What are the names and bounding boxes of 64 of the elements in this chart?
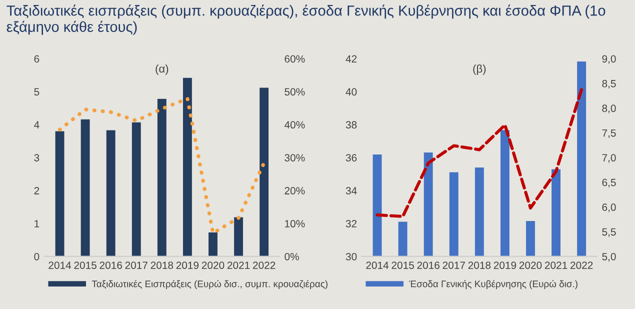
bar bbox=[208, 232, 218, 256]
chart-subtitle: (β) bbox=[473, 64, 486, 75]
chart-subtitle: (α) bbox=[156, 64, 168, 75]
x-tick-label: 2015 bbox=[74, 262, 96, 269]
y2-tick-label: 50% bbox=[284, 88, 305, 96]
x-tick-label: 2019 bbox=[494, 262, 516, 269]
y2-tick-label: 40% bbox=[284, 121, 305, 129]
line-series bbox=[376, 88, 584, 218]
line-series bbox=[58, 96, 266, 235]
x-tick-label: 2018 bbox=[150, 262, 174, 269]
x-tick-label: 2016 bbox=[417, 262, 440, 269]
x-tick-label: 2021 bbox=[227, 262, 250, 269]
y2-tick-label: 6,0 bbox=[602, 204, 616, 212]
x-tick-label: 2015 bbox=[392, 262, 414, 269]
y-tick-label: 32 bbox=[346, 220, 357, 228]
y-tick-label: 6 bbox=[34, 55, 40, 63]
y2-tick-label: 7,0 bbox=[602, 154, 616, 163]
legend-label: Ταξιδιωτικές Εισπράξεις (Ευρώ δισ., συμπ. κρουαζιέρας) bbox=[92, 280, 328, 290]
y2-tick-label: 8,0 bbox=[602, 104, 616, 114]
x-tick-label: 2016 bbox=[100, 262, 122, 269]
y-tick-label: 4 bbox=[34, 121, 40, 128]
y2-tick-label: 0% bbox=[284, 252, 299, 260]
y2-tick-label: 5,0 bbox=[602, 252, 616, 262]
bar bbox=[106, 130, 116, 256]
x-tick-label: 2022 bbox=[570, 262, 593, 269]
y-tick-label: 1 bbox=[34, 220, 40, 228]
y2-tick-label: 20% bbox=[284, 187, 305, 194]
x-tick-label: 2018 bbox=[468, 262, 491, 269]
y2-tick-label: 30% bbox=[284, 154, 305, 162]
x-tick-label: 2017 bbox=[442, 262, 465, 269]
bar bbox=[234, 217, 244, 256]
y-tick-label: 5 bbox=[34, 88, 40, 96]
y-tick-label: 38 bbox=[346, 121, 357, 129]
x-tick-label: 2020 bbox=[202, 262, 224, 269]
x-tick-label: 2014 bbox=[48, 262, 72, 269]
y2-tick-label: 7,5 bbox=[602, 129, 616, 138]
y-tick-label: 3 bbox=[34, 154, 40, 162]
x-tick-label: 2017 bbox=[125, 262, 148, 269]
bar bbox=[55, 131, 64, 256]
x-tick-label: 2022 bbox=[253, 262, 276, 269]
y2-tick-label: 5,5 bbox=[602, 228, 616, 237]
legend-label: Έσοδα Γενικής Κυβέρνησης (Ευρώ δισ.) bbox=[409, 280, 578, 290]
y2-tick-label: 9,0 bbox=[602, 55, 616, 64]
y2-tick-label: 60% bbox=[284, 55, 305, 63]
bar bbox=[157, 98, 166, 256]
x-tick-label: 2021 bbox=[544, 262, 568, 269]
y-tick-label: 36 bbox=[346, 154, 357, 162]
bar bbox=[260, 88, 269, 256]
y-tick-label: 30 bbox=[346, 252, 357, 260]
y2-tick-label: 8,5 bbox=[602, 80, 616, 89]
bar bbox=[80, 119, 90, 256]
chart-title: Ταξιδιωτικές εισπράξεις (συμπ. κρουαζιέρας), έσοδα Γενικής Κυβέρνησης και έσοδα ΦΠΑ (1ο εξάμηνο κάθε έτους) bbox=[6, 4, 606, 35]
bar bbox=[182, 78, 192, 256]
y2-tick-label: 6,5 bbox=[602, 178, 616, 188]
x-tick-label: 2020 bbox=[519, 262, 542, 269]
y-tick-label: 34 bbox=[346, 187, 357, 194]
x-tick-label: 2019 bbox=[176, 262, 199, 269]
y-tick-label: 40 bbox=[346, 88, 357, 96]
y2-tick-label: 10% bbox=[285, 220, 305, 228]
x-tick-label: 2014 bbox=[366, 262, 389, 269]
y-tick-label: 0 bbox=[34, 252, 40, 260]
y-tick-label: 2 bbox=[34, 187, 40, 194]
bar bbox=[132, 122, 141, 256]
y-tick-label: 42 bbox=[346, 55, 357, 62]
